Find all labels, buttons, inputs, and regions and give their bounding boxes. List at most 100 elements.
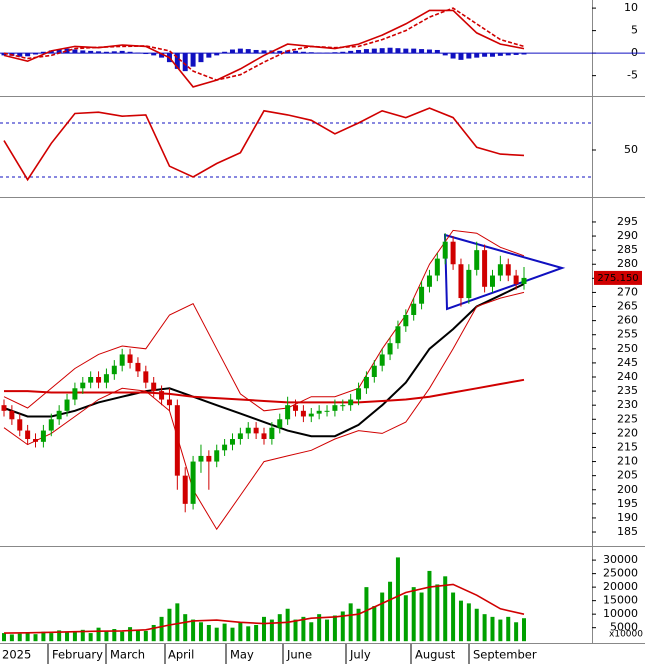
volume-bar — [72, 631, 77, 642]
candle-body — [300, 410, 306, 417]
histogram-bar — [40, 51, 46, 54]
volume-bar — [104, 630, 109, 642]
y-tick-label: 225 — [617, 412, 638, 425]
candle-body — [261, 433, 267, 440]
volume-bar — [269, 619, 274, 642]
candle-body — [489, 275, 495, 287]
x-tick-label: February — [52, 648, 103, 662]
x-tick-label: July — [349, 648, 371, 662]
candle-body — [56, 410, 62, 420]
histogram-bar — [253, 49, 259, 54]
volume-bar — [427, 570, 432, 642]
candle-body — [332, 405, 338, 411]
candle-body — [474, 250, 480, 270]
line-series — [3, 291, 525, 531]
candle-body — [458, 264, 464, 299]
candle-body — [395, 326, 401, 344]
y-tick-label: 30000 — [603, 553, 638, 566]
candle-body — [340, 405, 346, 407]
volume-bar — [348, 603, 353, 642]
candle-body — [72, 388, 78, 400]
volume-bar — [183, 614, 188, 642]
histogram-bar — [442, 53, 448, 56]
histogram-bar — [482, 53, 488, 57]
candle-body — [450, 241, 456, 265]
candle-body — [135, 362, 141, 372]
volume-bar — [96, 627, 101, 642]
y-tick-label: 215 — [617, 440, 638, 453]
candle-body — [293, 405, 299, 411]
histogram-bar — [426, 49, 432, 54]
volume-bar — [57, 630, 62, 642]
y-tick-label: 20000 — [603, 580, 638, 593]
histogram-bar — [505, 53, 511, 56]
histogram-bar — [182, 53, 188, 72]
y-tick-label: 230 — [617, 398, 638, 411]
y-tick-label: 240 — [617, 370, 638, 383]
candle-body — [285, 405, 291, 420]
x-tick-label: May — [230, 648, 254, 662]
histogram-bar — [521, 53, 527, 55]
candle-body — [434, 258, 440, 276]
volume-bar — [522, 618, 526, 642]
volume-bar — [175, 603, 180, 642]
volume-bar — [191, 619, 196, 642]
candle-body — [269, 427, 275, 440]
candle-body — [143, 371, 149, 383]
histogram-bar — [293, 50, 299, 54]
y-tick-label: 15000 — [603, 594, 638, 607]
histogram-bar — [497, 53, 503, 56]
volume-bar — [33, 634, 38, 642]
candle-body — [206, 455, 212, 462]
y-tick-label: 210 — [617, 455, 638, 468]
line-series — [3, 583, 525, 634]
candle-body — [166, 399, 172, 406]
histogram-bar — [371, 48, 377, 54]
histogram-bar — [379, 48, 385, 54]
volume-bar — [340, 611, 345, 642]
y-tick-label: 200 — [617, 483, 638, 496]
y-tick-label: 255 — [617, 328, 638, 341]
candle-body — [442, 241, 448, 259]
candle-body — [222, 444, 228, 451]
candle-body — [521, 277, 527, 284]
volume-bar — [49, 633, 54, 642]
candle-body — [159, 391, 165, 400]
y-tick-label: 5000 — [610, 621, 638, 634]
candle-body — [419, 286, 425, 304]
line-series — [4, 378, 525, 404]
volume-bar — [198, 622, 203, 642]
candle-body — [466, 269, 472, 299]
volume-bar — [301, 616, 306, 642]
x-tick-label: June — [286, 648, 312, 662]
volume-bar — [435, 584, 440, 642]
histogram-bar — [143, 53, 149, 55]
volume-bar — [206, 624, 211, 642]
candle-body — [348, 399, 354, 406]
volume-bar — [332, 615, 337, 642]
y-tick-label: 265 — [617, 300, 638, 313]
histogram-bar — [308, 52, 314, 54]
y-tick-label: 260 — [617, 314, 638, 327]
x-tick-label: April — [168, 648, 194, 662]
histogram-bar — [300, 51, 306, 54]
volume-bar — [309, 622, 314, 642]
volume-bar — [411, 587, 416, 642]
volume-bar — [238, 622, 243, 642]
volume-bar — [222, 623, 227, 642]
candle-body — [308, 413, 314, 417]
volume-bar — [9, 634, 14, 642]
line-series — [3, 9, 525, 88]
histogram-bar — [285, 50, 291, 54]
y-tick-label: 190 — [617, 511, 638, 524]
y-tick-label: 285 — [617, 243, 638, 256]
candle-body — [119, 354, 125, 366]
histogram-bar — [419, 49, 425, 54]
candle-body — [174, 405, 180, 476]
y-tick-label: 25000 — [603, 567, 638, 580]
histogram-bar — [277, 50, 283, 54]
histogram-bar — [348, 50, 354, 54]
volume-bar — [466, 603, 471, 642]
candle-body — [482, 250, 488, 287]
